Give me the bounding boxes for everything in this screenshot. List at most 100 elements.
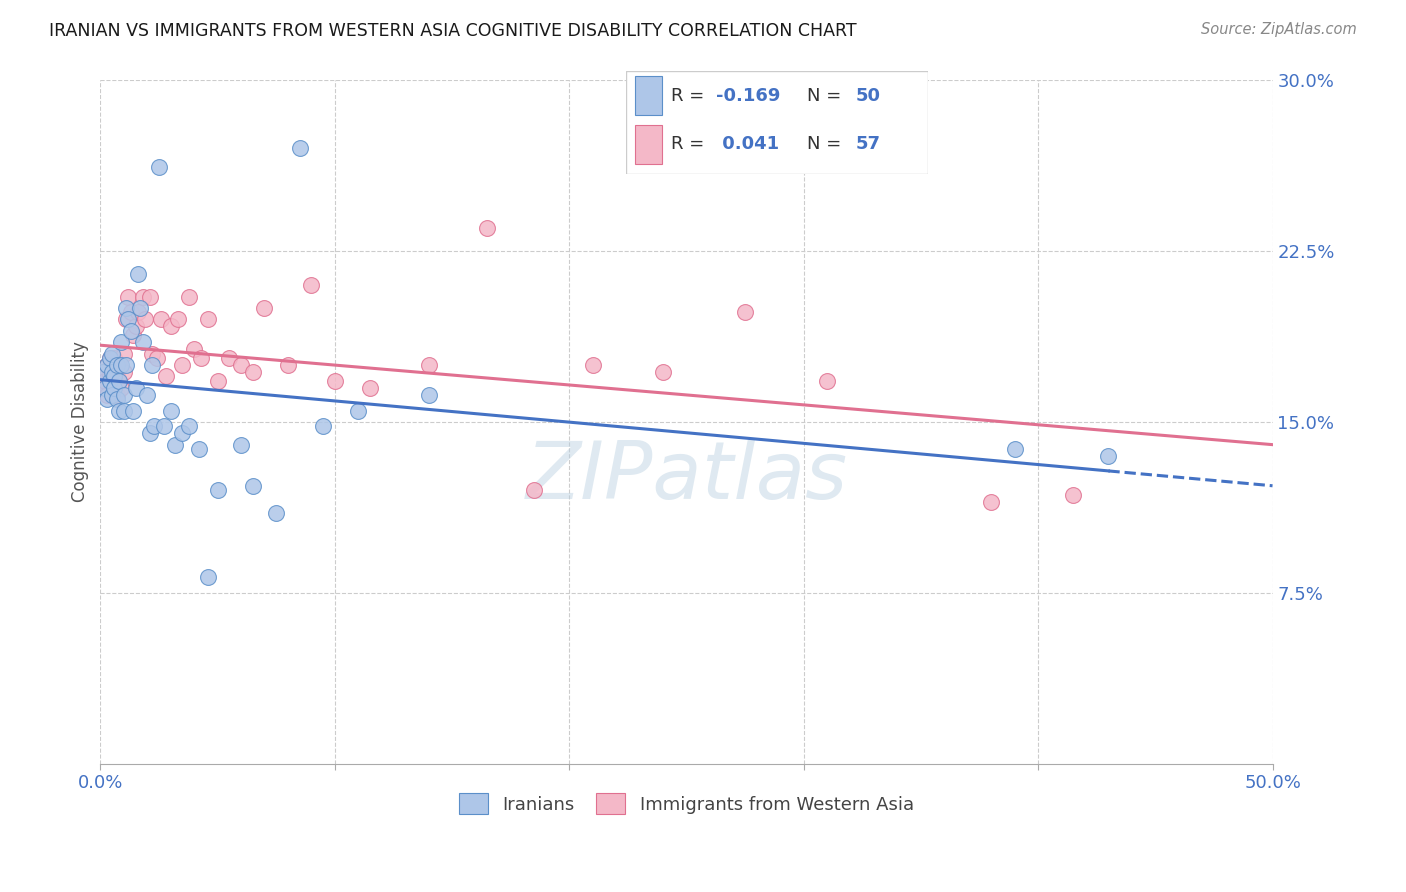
Point bbox=[229, 438, 252, 452]
Point bbox=[103, 381, 125, 395]
Point bbox=[166, 312, 188, 326]
Point bbox=[120, 305, 142, 319]
Point bbox=[229, 358, 252, 372]
Text: 0.041: 0.041 bbox=[716, 136, 779, 153]
Bar bbox=[634, 77, 662, 115]
Text: R =: R = bbox=[671, 136, 710, 153]
Point bbox=[277, 358, 299, 372]
Point bbox=[141, 358, 163, 372]
Point bbox=[108, 374, 131, 388]
Text: -0.169: -0.169 bbox=[716, 87, 780, 105]
Point bbox=[98, 374, 121, 388]
Point bbox=[98, 351, 121, 365]
Point bbox=[288, 141, 311, 155]
Point bbox=[129, 301, 152, 315]
Point bbox=[179, 289, 201, 303]
Point bbox=[131, 335, 153, 350]
Text: IRANIAN VS IMMIGRANTS FROM WESTERN ASIA COGNITIVE DISABILITY CORRELATION CHART: IRANIAN VS IMMIGRANTS FROM WESTERN ASIA … bbox=[49, 22, 856, 40]
Point bbox=[108, 358, 131, 372]
Point bbox=[110, 335, 132, 350]
Point bbox=[94, 374, 117, 388]
Text: 57: 57 bbox=[855, 136, 880, 153]
Point bbox=[101, 346, 124, 360]
Point bbox=[159, 319, 181, 334]
Point bbox=[150, 312, 173, 326]
Point bbox=[103, 351, 125, 365]
Point bbox=[418, 358, 440, 372]
Point bbox=[101, 374, 124, 388]
Point bbox=[1004, 442, 1026, 457]
Point bbox=[124, 381, 146, 395]
Point bbox=[143, 419, 166, 434]
Point bbox=[101, 387, 124, 401]
Point bbox=[127, 305, 149, 319]
Point bbox=[112, 346, 135, 360]
Point bbox=[138, 289, 160, 303]
Point bbox=[179, 419, 201, 434]
Point bbox=[120, 324, 142, 338]
Point bbox=[136, 387, 159, 401]
Point bbox=[103, 369, 125, 384]
Point bbox=[152, 419, 174, 434]
Point bbox=[108, 374, 131, 388]
Point bbox=[1062, 488, 1084, 502]
Point bbox=[112, 365, 135, 379]
Point bbox=[475, 221, 498, 235]
Point bbox=[242, 365, 264, 379]
Point bbox=[101, 358, 124, 372]
Point bbox=[815, 374, 838, 388]
Point bbox=[159, 403, 181, 417]
Point bbox=[323, 374, 346, 388]
Point bbox=[155, 369, 177, 384]
Text: N =: N = bbox=[807, 87, 846, 105]
Point bbox=[312, 419, 335, 434]
Point bbox=[94, 381, 117, 395]
Legend: Iranians, Immigrants from Western Asia: Iranians, Immigrants from Western Asia bbox=[450, 784, 922, 823]
Point bbox=[253, 301, 276, 315]
Point bbox=[172, 426, 194, 441]
Point bbox=[197, 570, 219, 584]
Point bbox=[207, 374, 229, 388]
Point bbox=[183, 342, 205, 356]
Point bbox=[115, 358, 138, 372]
Point bbox=[108, 403, 131, 417]
Point bbox=[117, 312, 139, 326]
Point bbox=[652, 365, 675, 379]
Point bbox=[98, 351, 121, 365]
Point bbox=[734, 305, 756, 319]
Point bbox=[165, 438, 187, 452]
Text: N =: N = bbox=[807, 136, 846, 153]
Point bbox=[187, 442, 209, 457]
Point bbox=[101, 365, 124, 379]
Point bbox=[105, 358, 128, 372]
Point bbox=[145, 351, 167, 365]
Point bbox=[103, 381, 125, 395]
Point bbox=[359, 381, 381, 395]
Point bbox=[418, 387, 440, 401]
Point bbox=[91, 369, 114, 384]
Point bbox=[122, 403, 145, 417]
Point bbox=[264, 506, 287, 520]
Point bbox=[110, 358, 132, 372]
Point bbox=[141, 346, 163, 360]
Point bbox=[582, 358, 605, 372]
Point bbox=[91, 381, 114, 395]
Point bbox=[523, 483, 546, 498]
Y-axis label: Cognitive Disability: Cognitive Disability bbox=[72, 342, 89, 502]
Point bbox=[172, 358, 194, 372]
Point bbox=[96, 387, 118, 401]
Point bbox=[105, 365, 128, 379]
Point bbox=[105, 387, 128, 401]
Point bbox=[110, 381, 132, 395]
Point bbox=[190, 351, 212, 365]
Text: R =: R = bbox=[671, 87, 710, 105]
Point bbox=[115, 312, 138, 326]
Point bbox=[98, 369, 121, 384]
Point bbox=[218, 351, 240, 365]
Point bbox=[134, 312, 156, 326]
Point bbox=[115, 301, 138, 315]
Point bbox=[197, 312, 219, 326]
Point bbox=[91, 365, 114, 379]
Text: 50: 50 bbox=[855, 87, 880, 105]
Point bbox=[96, 358, 118, 372]
